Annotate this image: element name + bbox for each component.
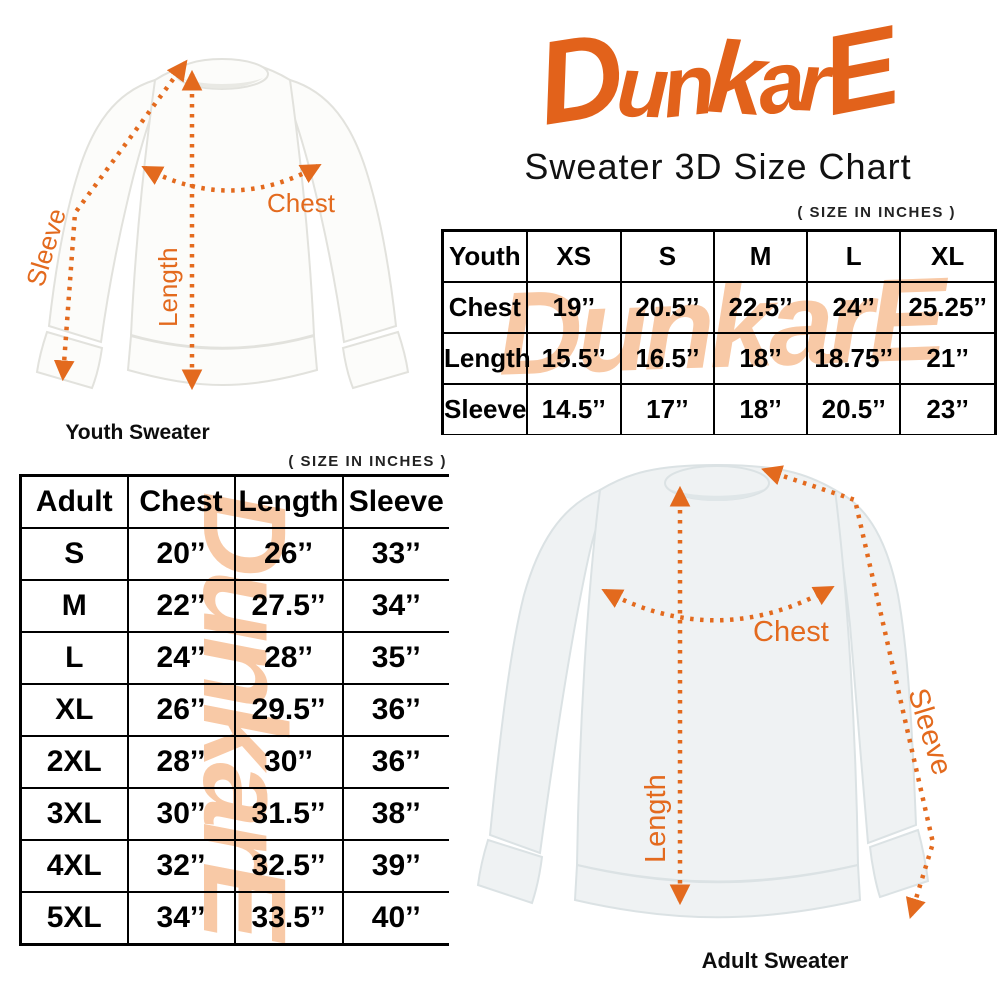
youth-size-table: Youth XS S M L XL Chest 19’’ 20.5’’ 22.5’’ 24’’ 25.…: [441, 229, 997, 435]
adult-header-cell: Sleeve: [341, 474, 449, 529]
adult-size-value: 27.5’’: [233, 579, 344, 633]
youth-units-note: ( SIZE IN INCHES ): [797, 204, 956, 221]
adult-size-value: 32.5’’: [233, 839, 344, 893]
youth-size-value: 20.5’’: [806, 383, 902, 435]
adult-size-value: 40’’: [341, 891, 449, 946]
adult-size-value: 38’’: [341, 787, 449, 841]
adult-header-cell: Length: [233, 474, 344, 529]
youth-row-label: Sleeve: [441, 383, 528, 435]
page-title: Sweater 3D Size Chart: [524, 146, 912, 187]
adult-row-label: 3XL: [19, 787, 129, 841]
adult-size-value: 39’’: [341, 839, 449, 893]
adult-size-value: 26’’: [233, 527, 344, 581]
adult-row-label: M: [19, 579, 129, 633]
adult-sleeve-arrow: [761, 465, 936, 919]
adult-size-table: Adult Chest Length Sleeve S 20’’ 26’’ 33’’ M 22’’…: [19, 474, 449, 946]
youth-size-value: 18’’: [712, 332, 809, 385]
adult-size-value: 34’’: [126, 891, 236, 946]
adult-size-value: 26’’: [126, 683, 236, 737]
adult-size-value: 24’’: [126, 631, 236, 685]
adult-size-value: 29.5’’: [233, 683, 344, 737]
adult-table-row: 2XL 28’’ 30’’ 36’’: [19, 735, 449, 789]
adult-table-row: S 20’’ 26’’ 33’’: [19, 527, 449, 581]
adult-chest-arrow: [601, 585, 835, 623]
adult-row-label: 5XL: [19, 891, 129, 946]
youth-size-value: 18.75’’: [806, 332, 902, 385]
youth-header-row: Youth XS S M L XL: [441, 229, 997, 283]
adult-table-row: 4XL 32’’ 32.5’’ 39’’: [19, 839, 449, 893]
youth-sweater-illustration: Chest Length Sleeve: [20, 58, 410, 391]
adult-sweater-illustration: Chest Length Sleeve: [476, 463, 958, 919]
adult-header-cell: Chest: [126, 474, 236, 529]
adult-units-note: ( SIZE IN INCHES ): [288, 453, 447, 470]
youth-size-value: 24’’: [806, 281, 902, 334]
adult-header-cell: Adult: [19, 474, 129, 529]
adult-table-section: DunkarE Adult Chest Length Sleeve S 20’’ 26’’ 3…: [19, 474, 449, 952]
youth-size-value: 19’’: [525, 281, 622, 334]
youth-header-cell: L: [806, 229, 902, 283]
youth-header-cell: XL: [899, 229, 997, 283]
adult-sweater-graphic: [476, 463, 930, 919]
youth-chest-arrow: [141, 164, 322, 193]
youth-size-value: 21’’: [899, 332, 997, 385]
adult-size-value: 31.5’’: [233, 787, 344, 841]
youth-size-value: 18’’: [712, 383, 809, 435]
youth-header-cell: XS: [525, 229, 622, 283]
adult-header-row: Adult Chest Length Sleeve: [19, 474, 449, 529]
adult-row-label: S: [19, 527, 129, 581]
adult-row-label: XL: [19, 683, 129, 737]
adult-table-row: 3XL 30’’ 31.5’’ 38’’: [19, 787, 449, 841]
adult-chest-label: Chest: [753, 616, 829, 648]
adult-size-value: 28’’: [233, 631, 344, 685]
adult-size-value: 28’’: [126, 735, 236, 789]
brand-logo: DunkarE: [438, 0, 999, 157]
adult-row-label: 2XL: [19, 735, 129, 789]
adult-size-value: 35’’: [341, 631, 449, 685]
youth-size-value: 15.5’’: [525, 332, 622, 385]
adult-length-label: Length: [640, 774, 672, 863]
adult-size-value: 20’’: [126, 527, 236, 581]
youth-table-section: DunkarE Youth XS S M L XL Chest 19’’ 20.5’’ 22.5’…: [441, 229, 997, 435]
youth-row-label: Length: [441, 332, 531, 385]
youth-table-row: Chest 19’’ 20.5’’ 22.5’’ 24’’ 25.25’’: [441, 281, 997, 334]
youth-header-cell: S: [619, 229, 715, 283]
adult-size-value: 34’’: [341, 579, 449, 633]
adult-table-row: L 24’’ 28’’ 35’’: [19, 631, 449, 685]
adult-size-value: 33’’: [341, 527, 449, 581]
youth-header-cell: M: [712, 229, 809, 283]
youth-length-label: Length: [153, 247, 183, 327]
youth-chest-label: Chest: [267, 188, 336, 218]
youth-size-value: 16.5’’: [619, 332, 715, 385]
adult-caption: Adult Sweater: [701, 948, 849, 973]
adult-size-value: 32’’: [126, 839, 236, 893]
adult-row-label: L: [19, 631, 129, 685]
adult-size-value: 30’’: [126, 787, 236, 841]
youth-size-value: 14.5’’: [525, 383, 622, 435]
youth-table-row: Length 15.5’’ 16.5’’ 18’’ 18.75’’ 21’’: [441, 332, 997, 385]
adult-size-value: 22’’: [126, 579, 236, 633]
adult-table-row: 5XL 34’’ 33.5’’ 40’’: [19, 891, 449, 946]
youth-size-value: 23’’: [899, 383, 997, 435]
adult-row-label: 4XL: [19, 839, 129, 893]
youth-size-value: 20.5’’: [619, 281, 715, 334]
adult-size-value: 30’’: [233, 735, 344, 789]
adult-size-value: 33.5’’: [233, 891, 344, 946]
adult-size-value: 36’’: [341, 735, 449, 789]
adult-table-row: M 22’’ 27.5’’ 34’’: [19, 579, 449, 633]
adult-table-row: XL 26’’ 29.5’’ 36’’: [19, 683, 449, 737]
youth-sleeve-arrow: [53, 59, 188, 382]
youth-sweater-graphic: [35, 58, 410, 390]
youth-table-row: Sleeve 14.5’’ 17’’ 18’’ 20.5’’ 23’’: [441, 383, 997, 435]
youth-row-label: Chest: [441, 281, 528, 334]
adult-size-value: 36’’: [341, 683, 449, 737]
youth-caption: Youth Sweater: [65, 421, 210, 444]
youth-header-cell: Youth: [441, 229, 528, 283]
youth-size-value: 17’’: [619, 383, 715, 435]
youth-size-value: 22.5’’: [712, 281, 809, 334]
youth-size-value: 25.25’’: [899, 281, 997, 334]
